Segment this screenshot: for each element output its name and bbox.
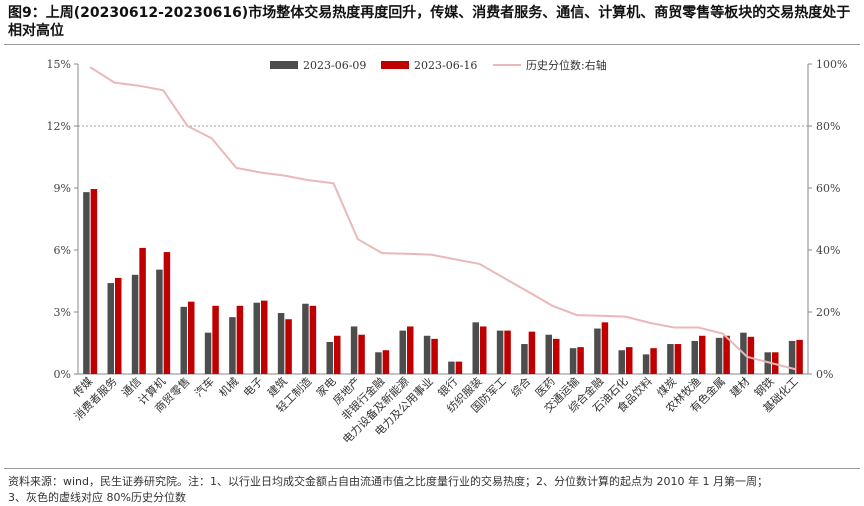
- left-tick-label: 3%: [54, 306, 71, 319]
- bar-2023-06-09: [496, 330, 504, 374]
- bar-2023-06-16: [115, 277, 122, 374]
- bar-2023-06-09: [107, 283, 114, 374]
- legend-swatch: [381, 61, 409, 69]
- bar-2023-06-09: [545, 334, 552, 374]
- bar-2023-06-16: [382, 350, 390, 374]
- right-tick-label: 100%: [816, 58, 847, 71]
- bar-2023-06-09: [521, 344, 528, 374]
- bar-2023-06-09: [350, 326, 358, 374]
- bar-2023-06-09: [156, 269, 163, 374]
- axes: [74, 63, 812, 375]
- bar-2023-06-16: [285, 319, 292, 374]
- left-tick-label: 6%: [54, 244, 71, 257]
- category-label: 汽车: [191, 374, 216, 399]
- right-tick-label: 60%: [816, 182, 840, 195]
- bar-2023-06-16: [699, 335, 706, 374]
- bar-2023-06-16: [650, 348, 657, 374]
- bar-2023-06-16: [626, 347, 633, 374]
- title-divider: [4, 44, 860, 45]
- legend-swatch: [270, 61, 298, 69]
- bar-2023-06-09: [375, 352, 382, 374]
- bar-2023-06-09: [253, 302, 260, 374]
- category-label: 电子: [241, 375, 266, 400]
- bars: [83, 189, 803, 374]
- bar-2023-06-09: [642, 354, 650, 374]
- bar-2023-06-16: [723, 335, 730, 374]
- legend-label: 2023-06-09: [303, 59, 366, 72]
- bar-2023-06-16: [407, 326, 414, 374]
- bar-2023-06-09: [472, 322, 479, 374]
- category-label: 建材: [727, 374, 752, 399]
- bar-2023-06-09: [618, 350, 625, 374]
- percentile-line-group: [89, 66, 797, 371]
- figure-title: 图9：上周(20230612-20230616)市场整体交易热度再度回升，传媒、…: [8, 5, 851, 39]
- bar-2023-06-09: [131, 274, 139, 374]
- bar-2023-06-16: [90, 189, 98, 374]
- left-tick-label: 9%: [54, 182, 71, 195]
- bar-2023-06-16: [163, 252, 171, 374]
- legend: 2023-06-09 2023-06-16 历史分位数:右轴: [270, 58, 607, 72]
- legend-label: 历史分位数:右轴: [526, 58, 607, 72]
- right-tick-label: 20%: [816, 306, 840, 319]
- bar-2023-06-16: [309, 305, 317, 374]
- bar-2023-06-09: [569, 348, 577, 374]
- legend-label: 2023-06-16: [414, 59, 477, 72]
- bar-2023-06-16: [334, 335, 341, 374]
- source-note: 资料来源：wind，民生证券研究院。注：1、以行业日均成交金额占自由流通市值之比…: [8, 474, 858, 506]
- note-line-2: 3、灰色的虚线对应 80%历史分位数: [8, 491, 186, 504]
- bar-2023-06-16: [796, 339, 803, 374]
- category-label: 机械: [216, 374, 241, 399]
- bar-2023-06-16: [212, 305, 219, 374]
- right-tick-label: 40%: [816, 244, 840, 257]
- left-tick-label: 0%: [54, 368, 71, 381]
- bar-2023-06-16: [504, 330, 511, 374]
- category-label: 综合: [508, 374, 533, 399]
- combo-bar-line-chart: 0%3%6%9%12%15%0%20%40%60%80%100%传媒消费者服务通…: [47, 58, 848, 446]
- bar-2023-06-09: [180, 306, 187, 374]
- bar-2023-06-16: [577, 347, 584, 374]
- bar-2023-06-16: [236, 305, 244, 374]
- bar-2023-06-09: [399, 330, 406, 374]
- bar-2023-06-16: [674, 344, 682, 374]
- bar-2023-06-16: [747, 336, 755, 374]
- bar-2023-06-09: [594, 328, 601, 374]
- bar-2023-06-16: [261, 300, 268, 374]
- bar-2023-06-16: [455, 361, 463, 374]
- bar-2023-06-16: [139, 247, 146, 374]
- right-tick-label: 0%: [816, 368, 833, 381]
- bar-2023-06-09: [302, 303, 309, 374]
- bar-2023-06-09: [277, 313, 285, 374]
- bar-2023-06-09: [691, 340, 698, 374]
- bar-2023-06-16: [358, 334, 365, 374]
- bar-2023-06-09: [204, 332, 212, 374]
- bar-2023-06-09: [788, 340, 796, 374]
- bar-2023-06-16: [553, 338, 560, 374]
- bar-2023-06-16: [480, 326, 487, 374]
- bar-2023-06-16: [188, 301, 195, 374]
- note-line-1: 资料来源：wind，民生证券研究院。注：1、以行业日均成交金额占自由流通市值之比…: [8, 475, 768, 488]
- note-divider: [4, 468, 860, 469]
- bar-2023-06-09: [229, 317, 236, 374]
- bar-2023-06-09: [667, 344, 674, 374]
- left-tick-label: 15%: [47, 58, 71, 71]
- bar-2023-06-09: [423, 335, 431, 374]
- bar-2023-06-09: [448, 361, 455, 374]
- bar-2023-06-09: [715, 337, 723, 374]
- bar-2023-06-16: [601, 322, 609, 374]
- bar-2023-06-16: [431, 338, 438, 374]
- left-tick-label: 12%: [47, 120, 71, 133]
- chart-container: 0% 3% 6% 9% 12% 15% 0% 20% 40% 60% 80% 100% 传媒 消费者服务通…: [0, 46, 864, 466]
- right-tick-label: 80%: [816, 120, 840, 133]
- bar-2023-06-09: [326, 341, 333, 374]
- percentile-line: [89, 66, 797, 371]
- bar-2023-06-09: [83, 192, 90, 374]
- bar-2023-06-16: [528, 331, 536, 374]
